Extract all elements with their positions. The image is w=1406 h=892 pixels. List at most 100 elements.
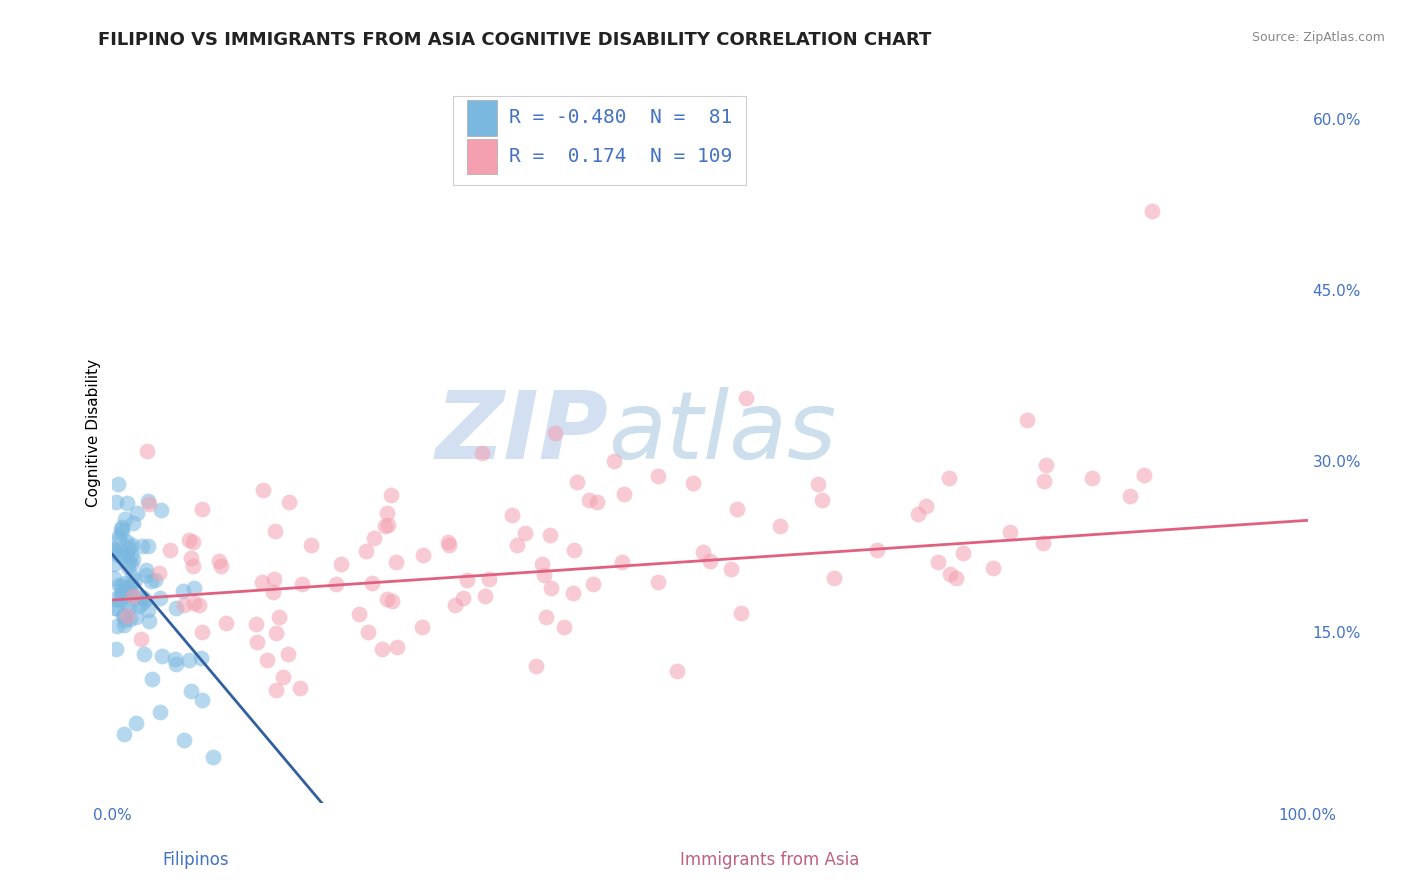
- Point: [136, 602, 159, 616]
- Point: [361, 576, 384, 591]
- Point: [125, 506, 148, 520]
- Point: [952, 545, 974, 559]
- FancyBboxPatch shape: [467, 100, 498, 136]
- Point: [111, 548, 134, 562]
- Point: [699, 554, 721, 568]
- Point: [129, 632, 152, 646]
- Point: [524, 659, 547, 673]
- Point: [562, 543, 585, 558]
- Point: [380, 488, 402, 502]
- Point: [112, 582, 135, 597]
- Point: [191, 625, 214, 640]
- Point: [177, 533, 200, 548]
- Point: [118, 580, 141, 594]
- Point: [103, 543, 125, 558]
- Point: [191, 693, 214, 707]
- Point: [121, 516, 143, 531]
- Point: [215, 615, 238, 630]
- Point: [118, 599, 141, 614]
- Point: [115, 589, 138, 603]
- Point: [173, 598, 195, 612]
- Point: [553, 620, 575, 634]
- Point: [938, 567, 960, 582]
- Point: [131, 596, 153, 610]
- Point: [149, 705, 172, 719]
- Point: [269, 610, 291, 624]
- Point: [612, 555, 634, 569]
- Point: [735, 392, 758, 406]
- Point: [114, 614, 136, 628]
- Point: [246, 635, 269, 649]
- Text: FILIPINO VS IMMIGRANTS FROM ASIA COGNITIVE DISABILITY CORRELATION CHART: FILIPINO VS IMMIGRANTS FROM ASIA COGNITI…: [98, 31, 932, 49]
- Point: [103, 557, 125, 571]
- Point: [907, 507, 929, 521]
- Point: [110, 587, 132, 601]
- Point: [111, 608, 134, 623]
- Point: [148, 566, 170, 580]
- Point: [866, 543, 889, 558]
- Point: [582, 577, 605, 591]
- Point: [474, 589, 496, 603]
- Point: [122, 552, 145, 566]
- Point: [561, 585, 583, 599]
- Point: [117, 560, 139, 574]
- Point: [501, 508, 523, 522]
- Point: [177, 653, 200, 667]
- Point: [1017, 413, 1039, 427]
- Point: [471, 445, 494, 459]
- Point: [111, 583, 134, 598]
- Point: [381, 593, 404, 607]
- Point: [103, 541, 125, 556]
- FancyBboxPatch shape: [467, 138, 498, 174]
- Point: [437, 535, 460, 549]
- Point: [264, 524, 287, 538]
- Point: [183, 581, 205, 595]
- Point: [143, 573, 166, 587]
- Point: [103, 543, 125, 558]
- Point: [180, 551, 202, 566]
- Point: [613, 487, 636, 501]
- Point: [811, 493, 834, 508]
- Point: [264, 683, 287, 698]
- Point: [132, 647, 155, 661]
- Point: [915, 499, 938, 513]
- Point: [138, 497, 160, 511]
- Point: [165, 657, 187, 672]
- Point: [1032, 536, 1054, 550]
- Point: [354, 543, 377, 558]
- Point: [136, 539, 159, 553]
- Point: [377, 517, 399, 532]
- Point: [983, 561, 1005, 575]
- Point: [411, 620, 433, 634]
- Point: [110, 522, 132, 536]
- Point: [291, 576, 314, 591]
- Y-axis label: Cognitive Disability: Cognitive Disability: [86, 359, 101, 507]
- Point: [444, 598, 467, 612]
- Text: atlas: atlas: [609, 387, 837, 478]
- Point: [120, 548, 142, 562]
- Point: [159, 542, 181, 557]
- Point: [363, 531, 385, 545]
- Point: [665, 664, 688, 678]
- Point: [1035, 458, 1057, 472]
- Point: [105, 642, 128, 657]
- Point: [264, 626, 287, 640]
- Point: [181, 558, 204, 573]
- Text: R = -0.480  N =  81: R = -0.480 N = 81: [509, 109, 733, 128]
- Point: [437, 538, 460, 552]
- Point: [1119, 489, 1142, 503]
- Point: [187, 598, 209, 612]
- Point: [107, 476, 129, 491]
- Point: [121, 578, 143, 592]
- Point: [114, 727, 135, 741]
- Point: [114, 512, 136, 526]
- Point: [120, 558, 142, 572]
- Point: [129, 590, 152, 604]
- Point: [131, 591, 153, 605]
- Point: [513, 526, 536, 541]
- Point: [1133, 467, 1156, 482]
- Point: [107, 532, 129, 546]
- Point: [115, 496, 138, 510]
- Point: [107, 549, 129, 563]
- Point: [105, 619, 128, 633]
